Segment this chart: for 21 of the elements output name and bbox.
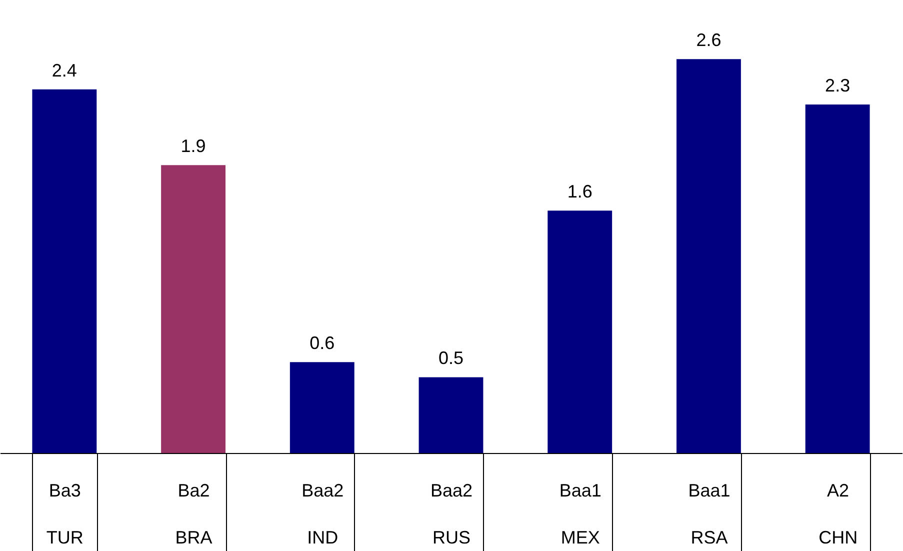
data-label: 1.6 [567,182,592,202]
category-label: Ba2 BRA [175,480,212,548]
bar [161,165,226,453]
data-label: 0.6 [310,333,335,354]
bar [805,104,870,453]
bar [676,59,741,453]
data-label: 0.5 [438,348,464,368]
data-label: 2.3 [825,76,850,96]
category-label: Baa2 IND [302,480,344,548]
data-label: 1.9 [180,136,206,156]
category-label: Baa1 MEX [559,480,602,548]
bar [290,362,354,453]
category-label: A2 CHN [818,480,858,548]
data-label: 2.4 [52,60,77,80]
bar [32,89,97,453]
category-label: Ba3 TUR [46,480,84,548]
data-label: 2.6 [696,30,722,50]
category-label: Baa2 RUS [430,480,473,548]
category-label: Baa1 RSA [688,480,730,548]
bar [418,377,484,453]
bar [548,210,612,453]
